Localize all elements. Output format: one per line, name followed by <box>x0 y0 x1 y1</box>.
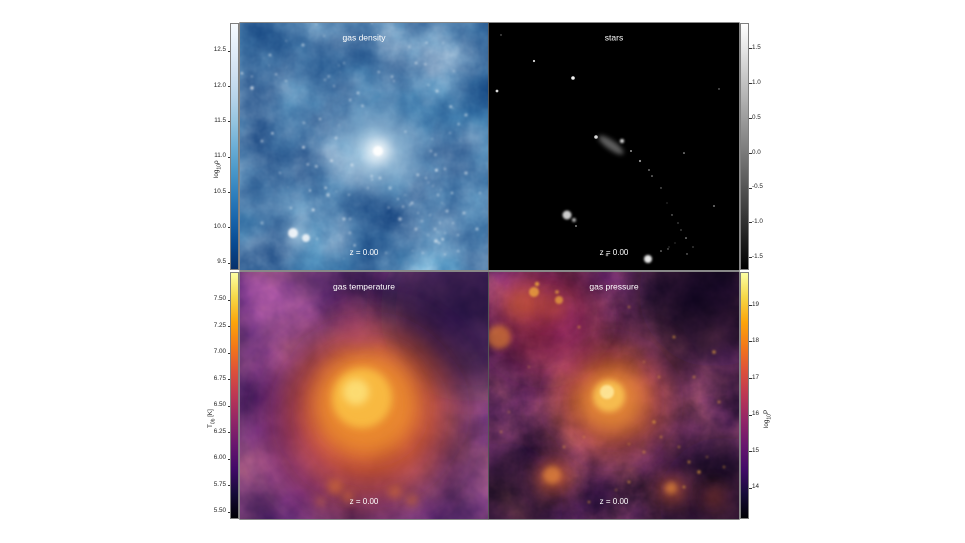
svg-text:gas density: gas density <box>343 33 387 43</box>
svg-text:gas pressure: gas pressure <box>589 282 638 292</box>
svg-text:z = 0.00: z = 0.00 <box>350 497 379 506</box>
svg-text:z = 0.00: z = 0.00 <box>600 248 629 257</box>
svg-text:z = 0.00: z = 0.00 <box>350 248 379 257</box>
svg-text:stars: stars <box>605 33 623 43</box>
svg-text:z = 0.00: z = 0.00 <box>600 497 629 506</box>
svg-text:gas temperature: gas temperature <box>333 282 395 292</box>
